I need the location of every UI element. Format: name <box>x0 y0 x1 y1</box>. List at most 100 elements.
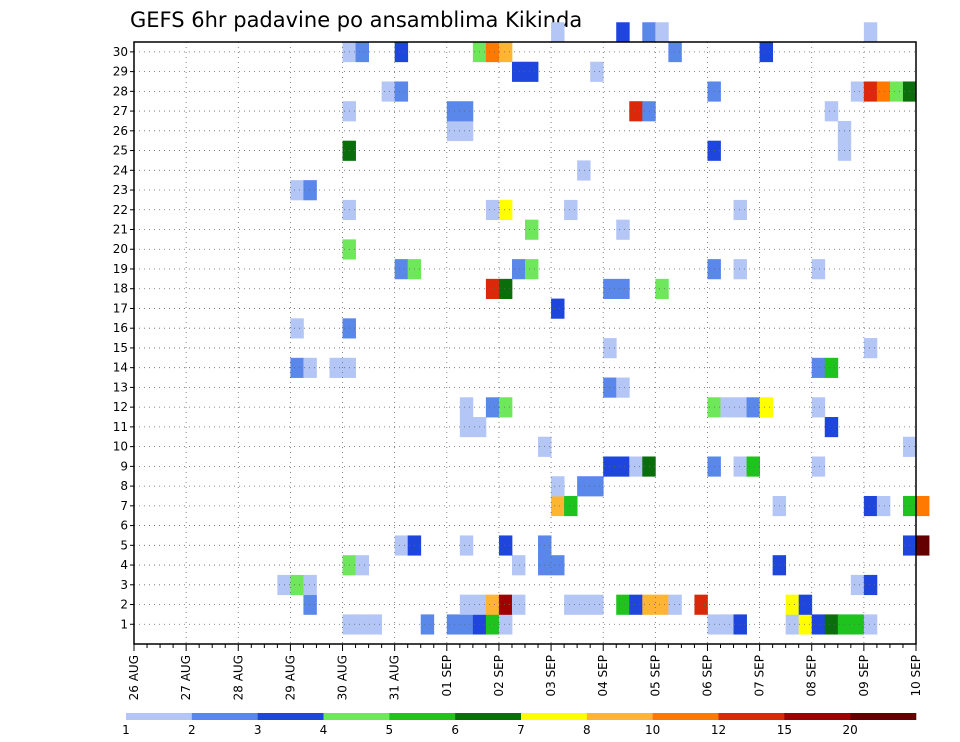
heatmap-cell <box>459 397 474 418</box>
y-tick-label: 21 <box>113 223 128 237</box>
colorbar-tick-label: 3 <box>254 723 262 737</box>
colorbar-tick-label: 1 <box>122 723 130 737</box>
heatmap-cell <box>394 42 409 63</box>
heatmap-cell <box>498 42 513 63</box>
heatmap-cell <box>811 259 826 280</box>
heatmap-cell <box>459 594 474 615</box>
heatmap-cell <box>655 278 669 299</box>
heatmap-cell <box>720 614 734 635</box>
colorbar-tick-label: 2 <box>188 723 196 737</box>
heatmap-cell <box>355 614 369 635</box>
heatmap-cell <box>420 614 435 635</box>
heatmap-cell <box>811 456 826 477</box>
heatmap-cell <box>629 101 643 122</box>
heatmap-cell <box>551 476 565 497</box>
y-tick-label: 30 <box>113 45 128 59</box>
heatmap-cell <box>498 594 513 615</box>
heatmap-cell <box>511 259 526 280</box>
colorbar-swatch <box>850 713 917 720</box>
heatmap-cell <box>394 259 409 280</box>
x-tick-label: 29 AUG <box>283 655 297 700</box>
y-tick-label: 6 <box>120 519 128 533</box>
heatmap-cell <box>459 120 474 142</box>
y-tick-label: 9 <box>120 459 128 473</box>
x-tick-label: 10 SEP <box>909 655 923 697</box>
heatmap-cell <box>863 338 878 359</box>
y-tick-label: 26 <box>113 124 128 138</box>
heatmap-cell <box>446 614 461 635</box>
heatmap-cell <box>459 101 474 122</box>
heatmap-cell <box>290 357 304 378</box>
colorbar-swatch <box>191 713 258 720</box>
heatmap-cells <box>277 22 930 635</box>
colorbar-swatch <box>586 713 653 720</box>
y-tick-label: 22 <box>113 203 128 217</box>
heatmap-cell <box>498 397 513 418</box>
heatmap-cell <box>798 614 813 635</box>
heatmap-cell <box>863 22 878 43</box>
y-tick-label: 18 <box>113 282 128 296</box>
heatmap-cell <box>485 614 500 635</box>
y-tick-label: 27 <box>113 104 128 118</box>
heatmap-cell <box>850 81 865 102</box>
heatmap-cell <box>746 456 760 477</box>
y-tick-label: 12 <box>113 400 128 414</box>
heatmap-cell <box>590 476 604 497</box>
heatmap-cell <box>290 180 304 201</box>
heatmap-cell <box>303 357 317 378</box>
heatmap-cell <box>916 495 930 517</box>
x-tick-label: 03 SEP <box>544 655 558 697</box>
heatmap-cell <box>511 555 526 576</box>
colorbar-swatch <box>126 713 193 720</box>
heatmap-cell <box>733 614 747 635</box>
heatmap-cell <box>290 574 304 596</box>
heatmap-cell <box>824 101 839 122</box>
y-tick-label: 29 <box>113 65 128 79</box>
y-tick-label: 25 <box>113 144 128 158</box>
colorbar-swatch <box>257 713 324 720</box>
heatmap-cell <box>863 495 878 517</box>
heatmap-cell <box>863 574 878 596</box>
heatmap-cell <box>824 614 839 635</box>
x-tick-label: 27 AUG <box>179 655 193 700</box>
heatmap-cell <box>564 495 578 517</box>
heatmap-cell <box>355 555 369 576</box>
heatmap-cell <box>498 535 513 556</box>
heatmap-cell <box>590 61 604 82</box>
y-tick-label: 23 <box>113 183 128 197</box>
heatmap-cell <box>577 160 591 181</box>
heatmap-cell <box>459 614 474 635</box>
heatmap-cell <box>551 22 565 43</box>
heatmap-cell <box>655 22 669 43</box>
heatmap-cell <box>811 397 826 418</box>
heatmap-cell <box>616 22 630 43</box>
heatmap-cell <box>446 120 461 142</box>
heatmap-cell <box>616 219 630 240</box>
heatmap-cell <box>850 574 865 596</box>
heatmap-cell <box>733 456 747 477</box>
colorbar-swatch <box>455 713 522 720</box>
heatmap-cell <box>733 397 747 418</box>
heatmap-cell <box>824 417 839 438</box>
x-tick-label: 30 AUG <box>336 655 350 700</box>
heatmap-cell <box>629 456 643 477</box>
y-tick-label: 4 <box>120 558 128 572</box>
heatmap-cell <box>642 22 656 43</box>
heatmap-cell <box>616 594 630 615</box>
heatmap-cell <box>459 417 474 438</box>
heatmap-cell <box>785 614 800 635</box>
heatmap-cell <box>811 357 826 378</box>
heatmap-cell <box>590 594 604 615</box>
plot-frame <box>133 41 917 645</box>
x-tick-label: 08 SEP <box>805 655 819 697</box>
y-tick-label: 17 <box>113 301 128 315</box>
colorbar-swatch <box>389 713 456 720</box>
y-tick-label: 11 <box>113 420 128 434</box>
heatmap-cell <box>511 594 526 615</box>
heatmap-cell <box>329 357 343 378</box>
heatmap-cell <box>720 397 734 418</box>
heatmap-cell <box>746 397 760 418</box>
heatmap-cell <box>564 199 578 221</box>
heatmap-cell <box>368 614 383 635</box>
